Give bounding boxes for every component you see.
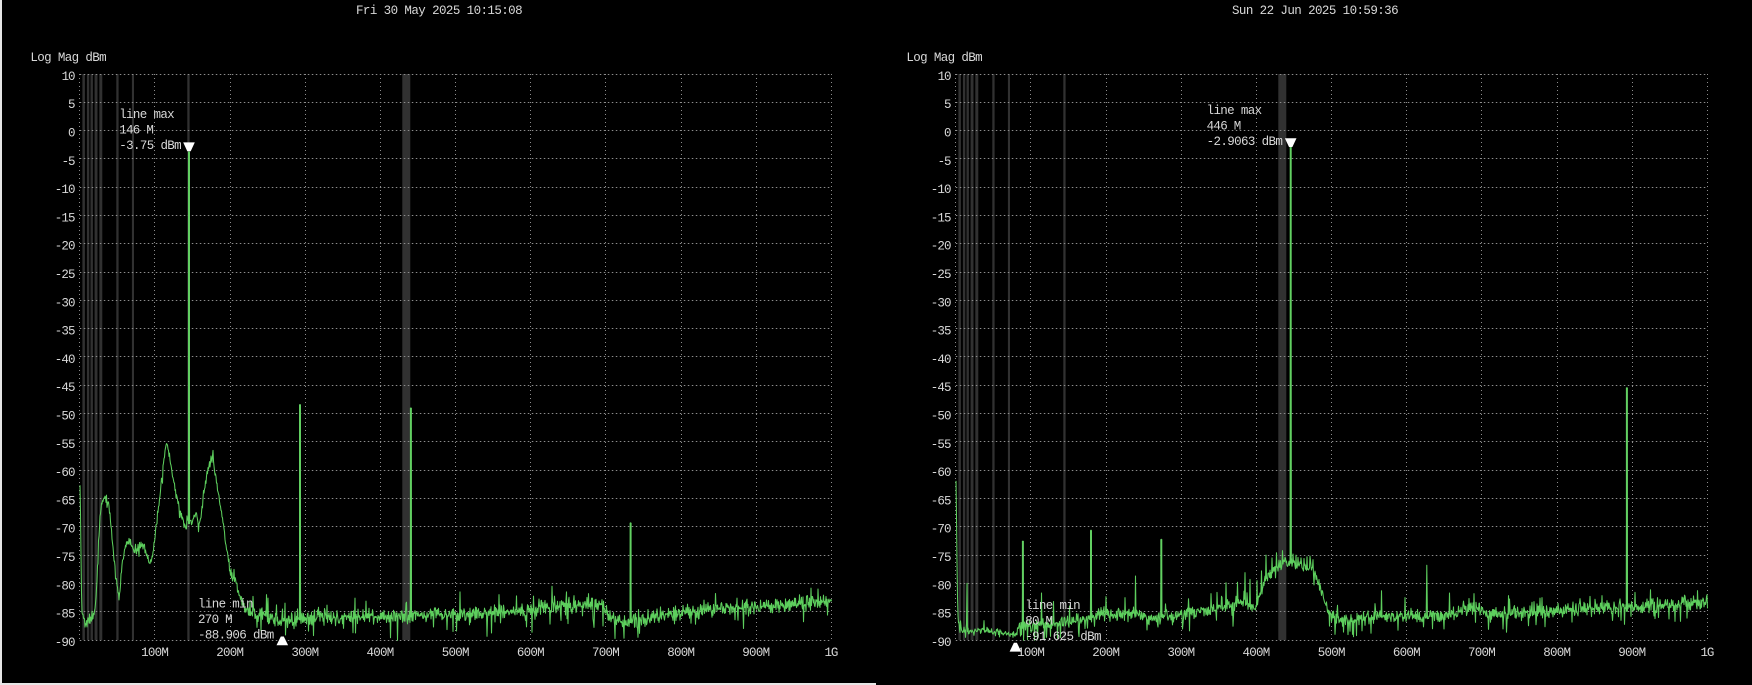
svg-text:500M: 500M xyxy=(1318,646,1346,660)
svg-text:900M: 900M xyxy=(1618,646,1646,660)
svg-text:600M: 600M xyxy=(517,646,545,660)
svg-text:200M: 200M xyxy=(1092,646,1120,660)
svg-text:-50: -50 xyxy=(55,410,76,424)
svg-text:-60: -60 xyxy=(931,466,952,480)
svg-text:400M: 400M xyxy=(1243,646,1271,660)
svg-text:1G: 1G xyxy=(1700,646,1714,660)
svg-text:-45: -45 xyxy=(931,381,952,395)
svg-text:100M: 100M xyxy=(1017,646,1045,660)
svg-text:-65: -65 xyxy=(55,494,76,508)
svg-text:Fri 30 May 2025 10:15:08: Fri 30 May 2025 10:15:08 xyxy=(356,4,523,18)
svg-text:10: 10 xyxy=(938,70,952,84)
svg-text:600M: 600M xyxy=(1393,646,1421,660)
svg-text:-35: -35 xyxy=(931,325,952,339)
svg-text:-65: -65 xyxy=(931,494,952,508)
svg-text:-70: -70 xyxy=(55,523,76,537)
svg-text:446 M: 446 M xyxy=(1207,120,1242,134)
svg-text:10: 10 xyxy=(62,70,76,84)
svg-text:800M: 800M xyxy=(1543,646,1571,660)
svg-text:Log Mag dBm: Log Mag dBm xyxy=(30,51,106,65)
svg-text:-70: -70 xyxy=(931,523,952,537)
svg-text:0: 0 xyxy=(944,127,952,141)
svg-text:Log Mag dBm: Log Mag dBm xyxy=(906,51,982,65)
svg-text:line max: line max xyxy=(1207,104,1263,118)
svg-text:5: 5 xyxy=(944,98,952,112)
svg-text:300M: 300M xyxy=(291,646,319,660)
svg-text:-91.625 dBm: -91.625 dBm xyxy=(1025,630,1101,644)
svg-text:900M: 900M xyxy=(742,646,770,660)
svg-text:Sun 22 Jun 2025 10:59:36: Sun 22 Jun 2025 10:59:36 xyxy=(1232,4,1399,18)
svg-text:-5: -5 xyxy=(62,155,76,169)
svg-text:-25: -25 xyxy=(55,268,76,282)
svg-text:146 M: 146 M xyxy=(119,124,154,138)
svg-text:-60: -60 xyxy=(55,466,76,480)
svg-text:700M: 700M xyxy=(1468,646,1496,660)
svg-text:-40: -40 xyxy=(55,353,76,367)
svg-text:-5: -5 xyxy=(938,155,952,169)
svg-text:-40: -40 xyxy=(931,353,952,367)
svg-text:400M: 400M xyxy=(367,646,395,660)
svg-text:-88.906 dBm: -88.906 dBm xyxy=(198,629,274,643)
svg-text:500M: 500M xyxy=(442,646,470,660)
svg-text:-15: -15 xyxy=(55,211,76,225)
svg-text:-2.9063 dBm: -2.9063 dBm xyxy=(1207,135,1283,149)
svg-text:0: 0 xyxy=(68,127,76,141)
svg-text:-10: -10 xyxy=(931,183,952,197)
svg-text:-10: -10 xyxy=(55,183,76,197)
svg-text:-80: -80 xyxy=(931,579,952,593)
svg-text:800M: 800M xyxy=(667,646,695,660)
svg-text:-55: -55 xyxy=(931,438,952,452)
svg-text:-85: -85 xyxy=(55,608,76,622)
svg-text:-45: -45 xyxy=(55,381,76,395)
svg-text:line max: line max xyxy=(119,108,175,122)
svg-text:300M: 300M xyxy=(1167,646,1195,660)
svg-text:line min: line min xyxy=(1025,599,1081,613)
svg-text:5: 5 xyxy=(68,98,76,112)
svg-text:-50: -50 xyxy=(931,410,952,424)
svg-text:-25: -25 xyxy=(931,268,952,282)
svg-text:-3.75 dBm: -3.75 dBm xyxy=(119,139,182,153)
svg-text:700M: 700M xyxy=(592,646,620,660)
svg-text:-35: -35 xyxy=(55,325,76,339)
svg-text:-55: -55 xyxy=(55,438,76,452)
svg-text:-30: -30 xyxy=(931,296,952,310)
svg-text:-15: -15 xyxy=(931,211,952,225)
svg-text:-20: -20 xyxy=(931,240,952,254)
svg-text:80 M: 80 M xyxy=(1025,615,1053,629)
svg-text:-30: -30 xyxy=(55,296,76,310)
svg-text:200M: 200M xyxy=(216,646,244,660)
svg-text:line min: line min xyxy=(198,598,254,612)
svg-text:-80: -80 xyxy=(55,579,76,593)
svg-text:-90: -90 xyxy=(931,636,952,650)
svg-text:100M: 100M xyxy=(141,646,169,660)
svg-text:1G: 1G xyxy=(824,646,838,660)
svg-text:270 M: 270 M xyxy=(198,613,233,627)
svg-text:-90: -90 xyxy=(55,636,76,650)
svg-text:-75: -75 xyxy=(55,551,76,565)
svg-text:-20: -20 xyxy=(55,240,76,254)
svg-text:-75: -75 xyxy=(931,551,952,565)
svg-text:-85: -85 xyxy=(931,608,952,622)
